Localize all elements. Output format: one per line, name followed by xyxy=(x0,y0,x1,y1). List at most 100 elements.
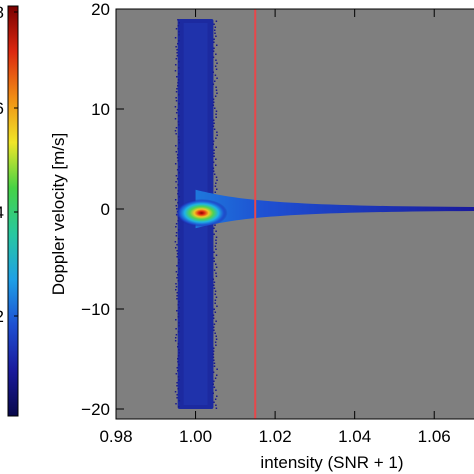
band-speckle xyxy=(215,36,217,38)
band-speckle xyxy=(177,148,179,150)
band-speckle xyxy=(216,189,218,191)
band-speckle xyxy=(175,187,177,189)
x-tick-label: 1.02 xyxy=(259,427,292,446)
band-speckle xyxy=(214,129,216,131)
band-speckle xyxy=(216,93,218,95)
band-speckle xyxy=(214,108,216,110)
band-speckle xyxy=(212,144,214,146)
band-speckle xyxy=(177,388,179,390)
band-speckle xyxy=(213,252,215,254)
band-speckle xyxy=(215,273,217,275)
band-speckle xyxy=(176,334,178,336)
band-speckle xyxy=(213,123,215,125)
band-speckle xyxy=(178,352,180,354)
band-speckle xyxy=(215,75,217,77)
band-speckle xyxy=(178,343,180,345)
band-speckle xyxy=(214,270,216,272)
band-speckle xyxy=(214,309,216,311)
band-speckle xyxy=(178,190,180,192)
band-speckle xyxy=(178,313,180,315)
band-speckle xyxy=(215,192,217,194)
band-speckle xyxy=(215,291,217,293)
band-speckle xyxy=(215,27,217,29)
band-speckle xyxy=(178,316,180,318)
band-speckle xyxy=(213,258,215,260)
colorbar-scale xyxy=(8,6,18,416)
band-speckle xyxy=(178,115,180,117)
band-speckle xyxy=(178,40,180,42)
band-speckle xyxy=(176,277,178,279)
band-speckle xyxy=(175,328,177,330)
band-speckle xyxy=(215,60,217,62)
band-speckle xyxy=(176,91,178,93)
band-speckle xyxy=(176,235,178,237)
band-speckle xyxy=(177,169,179,171)
y-tick-label: 10 xyxy=(91,100,110,119)
x-tick-label: 0.98 xyxy=(99,427,132,446)
band-speckle xyxy=(178,280,180,282)
band-speckle xyxy=(177,43,179,45)
band-speckle xyxy=(216,135,218,137)
band-speckle xyxy=(213,261,215,263)
band-speckle xyxy=(215,159,217,161)
band-speckle xyxy=(216,237,218,239)
band-speckle xyxy=(213,234,215,236)
band-speckle xyxy=(178,307,180,309)
band-speckle xyxy=(179,196,181,198)
band-speckle xyxy=(175,70,177,72)
band-speckle xyxy=(177,274,179,276)
band-speckle xyxy=(213,381,215,383)
y-tick-label: −10 xyxy=(81,300,110,319)
x-tick-label: 1.04 xyxy=(338,427,371,446)
band-speckle xyxy=(213,318,215,320)
y-tick-label: 20 xyxy=(91,0,110,19)
band-speckle xyxy=(178,31,180,33)
band-speckle xyxy=(175,283,177,285)
band-speckle xyxy=(176,310,178,312)
band-speckle xyxy=(176,88,178,90)
band-speckle xyxy=(215,183,217,185)
density-peak xyxy=(176,199,228,227)
band-speckle xyxy=(214,282,216,284)
band-speckle xyxy=(176,76,178,78)
band-speckle xyxy=(175,118,177,120)
band-speckle xyxy=(176,295,178,297)
band-speckle xyxy=(215,342,217,344)
band-speckle xyxy=(213,285,215,287)
band-speckle xyxy=(213,351,215,353)
band-speckle xyxy=(178,301,180,303)
band-speckle xyxy=(213,84,215,86)
band-speckle xyxy=(177,160,179,162)
band-speckle xyxy=(215,336,217,338)
band-speckle xyxy=(177,367,179,369)
band-speckle xyxy=(178,406,180,408)
band-speckle xyxy=(179,268,181,270)
band-speckle xyxy=(213,153,215,155)
band-speckle xyxy=(215,345,217,347)
band-speckle xyxy=(215,321,217,323)
x-tick-label: 1.06 xyxy=(418,427,451,446)
band-speckle xyxy=(215,186,217,188)
band-speckle xyxy=(178,322,180,324)
band-speckle xyxy=(178,325,180,327)
band-speckle xyxy=(216,21,218,23)
band-speckle xyxy=(179,400,181,402)
x-tick-label: 1.00 xyxy=(179,427,212,446)
band-speckle xyxy=(175,340,177,342)
band-speckle xyxy=(175,226,177,228)
plot-area: 0.98 1.00 1.02 1.04 1.06 20100−10−20 xyxy=(81,0,474,446)
band-speckle xyxy=(177,358,179,360)
band-speckle xyxy=(216,132,218,134)
band-speckle xyxy=(213,360,215,362)
band-speckle xyxy=(215,138,217,140)
band-speckle xyxy=(212,384,214,386)
band-speckle xyxy=(216,396,218,398)
band-speckle xyxy=(213,279,215,281)
colorbar-tick-label: 6 xyxy=(0,99,4,118)
band-speckle xyxy=(213,315,215,317)
band-speckle xyxy=(178,331,180,333)
band-speckle xyxy=(176,205,178,207)
band-speckle xyxy=(216,339,218,341)
band-speckle xyxy=(176,385,178,387)
band-speckle xyxy=(177,157,179,159)
